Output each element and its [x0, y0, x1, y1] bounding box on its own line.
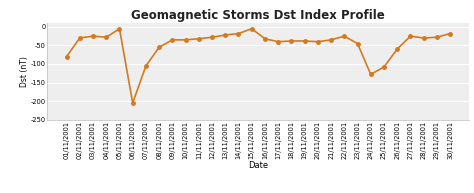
X-axis label: Date: Date	[248, 161, 268, 170]
Title: Geomagnetic Storms Dst Index Profile: Geomagnetic Storms Dst Index Profile	[131, 9, 385, 22]
Y-axis label: Dst (nT): Dst (nT)	[20, 56, 29, 87]
